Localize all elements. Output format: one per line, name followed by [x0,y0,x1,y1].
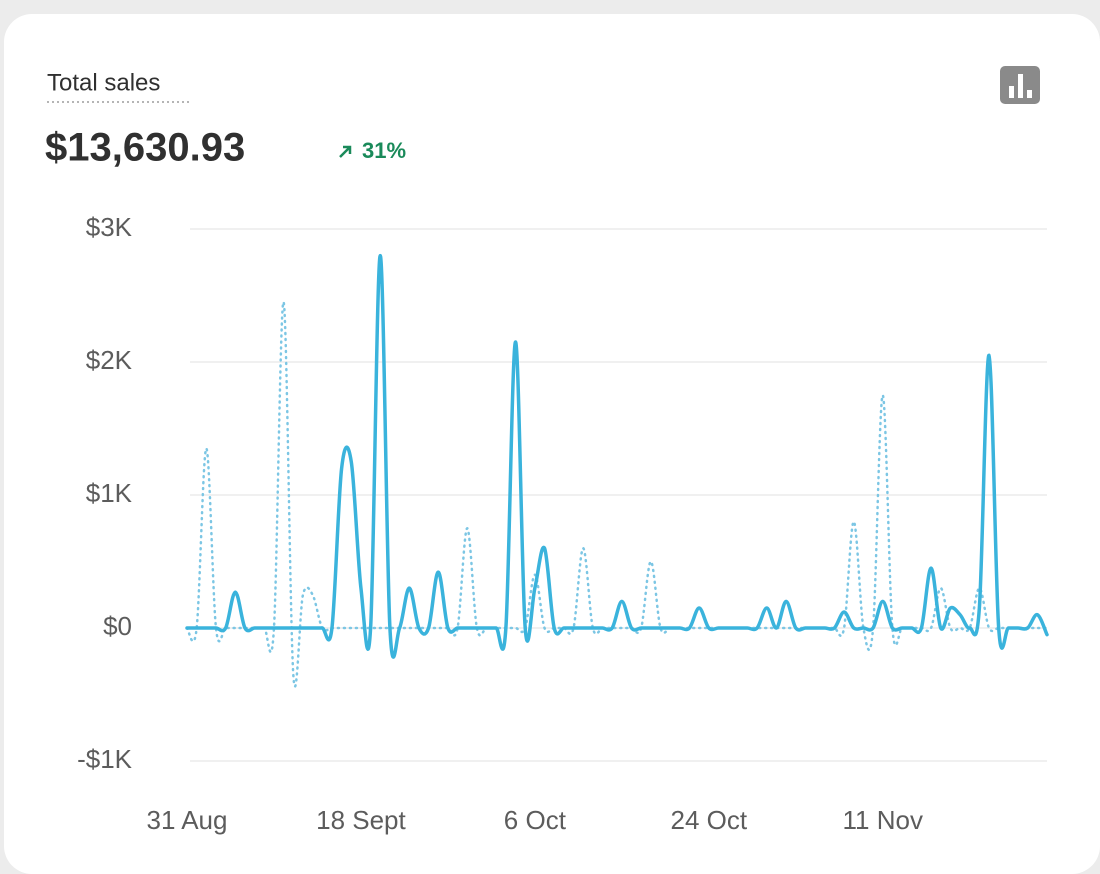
series-line [185,253,1049,659]
x-tick-label: 24 Oct [671,805,748,835]
change-arrow [339,145,352,158]
y-tick-label: -$1K [77,744,133,774]
icon-bar [1027,90,1032,98]
chart-icon[interactable] [1000,66,1040,104]
y-tick-label: $3K [86,212,133,242]
y-tick-label: $2K [86,345,133,375]
x-tick-label: 11 Nov [843,805,923,835]
total-value: $13,630.93 [45,126,245,170]
icon-bar [1018,74,1023,98]
y-tick-label: $1K [86,478,133,508]
x-tick-label: 6 Oct [504,805,567,835]
change-value: 31% [362,138,406,163]
card [4,14,1100,874]
x-tick-label: 31 Aug [147,805,228,835]
x-tick-label: 18 Sept [316,805,406,835]
icon-bar [1009,86,1014,98]
y-tick-label: $0 [103,611,132,641]
chart-title: Total sales [47,69,160,96]
